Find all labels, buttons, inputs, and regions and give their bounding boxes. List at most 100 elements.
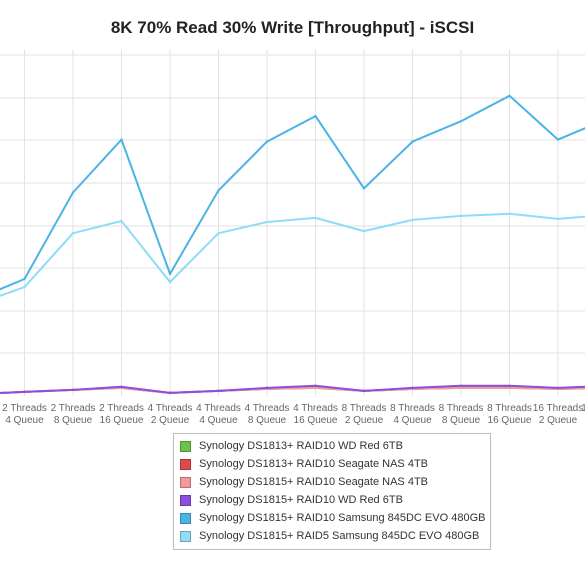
x-tick-label-line2: 8 Queue (54, 415, 93, 426)
data-point (120, 138, 123, 141)
legend-swatch (180, 440, 191, 452)
data-point (23, 277, 26, 281)
data-point (217, 231, 220, 235)
x-tick-label: 2 Threads 4 Queue (2, 403, 47, 426)
data-point (23, 285, 26, 289)
data-point (411, 386, 414, 390)
gridlines (0, 50, 585, 396)
data-point (508, 386, 511, 390)
x-tick-label-line2: 2 Queue (345, 415, 384, 426)
data-point (314, 216, 317, 220)
x-tick-label-line2: 8 Queue (442, 415, 481, 426)
legend-label: Synology DS1815+ RAID10 Samsung 845DC EV… (199, 512, 486, 524)
legend-label: Synology DS1815+ RAID10 WD Red 6TB (199, 494, 403, 506)
x-tick-label-line2: 4 Queue (393, 415, 432, 426)
x-tick-label-line1: 8 Threads (390, 403, 435, 414)
x-tick-label: 2 Threads 16 Queue (99, 403, 144, 426)
x-tick-label-line2: 2 Queue (539, 415, 578, 426)
data-point (362, 229, 366, 233)
legend-label: Synology DS1813+ RAID10 Seagate NAS 4TB (199, 458, 428, 470)
data-point (314, 114, 317, 118)
x-tick-label: 4 Threads 2 Queue (148, 403, 193, 426)
data-point (459, 386, 463, 390)
x-tick-label-line2: 4 Queue (199, 415, 238, 426)
data-point (23, 390, 26, 394)
x-tick-label-line1: 4 Threads (148, 403, 193, 414)
series-3 (0, 386, 585, 395)
series-line (0, 212, 585, 297)
x-tick-label: 4 Threads 4 Queue (196, 403, 241, 426)
x-tick-label-line1: 4 Threads (196, 403, 241, 414)
data-point (459, 120, 463, 123)
legend-item: Synology DS1813+ RAID10 Seagate NAS 4TB (174, 455, 490, 473)
data-point (217, 189, 220, 192)
data-point (362, 389, 366, 393)
data-point (265, 386, 269, 390)
data-point (362, 187, 366, 190)
x-tick-label-line1: 8 Threads (487, 403, 532, 414)
x-tick-label: 8 Threads 2 Queue (342, 403, 387, 426)
data-point (556, 217, 560, 221)
x-tick-label: 8 Threads 4 Queue (390, 403, 435, 426)
data-point (71, 388, 75, 392)
x-tick-label: 4 Threads 8 Queue (245, 403, 290, 426)
x-tick-label-line2: 16 Queue (100, 415, 144, 426)
data-point (459, 214, 463, 218)
series-line (0, 94, 585, 291)
legend-swatch (180, 530, 191, 542)
data-point (459, 384, 463, 388)
data-point (168, 280, 172, 284)
x-tick-label-line1: 16 Threads (533, 403, 583, 414)
series-4 (0, 384, 585, 395)
series-5 (0, 94, 585, 291)
legend-item: Synology DS1815+ RAID10 Seagate NAS 4TB (174, 473, 490, 491)
x-tick-label: 2 Threads 8 Queue (51, 403, 96, 426)
data-point (120, 219, 123, 223)
data-point (411, 140, 414, 143)
series-6 (0, 212, 585, 297)
legend-item: Synology DS1815+ RAID10 WD Red 6TB (174, 491, 490, 509)
data-point (314, 386, 317, 390)
data-point (556, 386, 560, 390)
data-point (314, 384, 317, 388)
legend-swatch (180, 458, 191, 470)
x-tick-label-line1: 2 Threads (2, 403, 47, 414)
x-tick-label-line2: 2 Queue (151, 415, 190, 426)
data-point (168, 272, 172, 276)
x-tick-label-line2: 16 Queue (488, 415, 532, 426)
x-tick-label-line1: 8 Threads (342, 403, 387, 414)
legend-label: Synology DS1815+ RAID5 Samsung 845DC EVO… (199, 530, 480, 542)
legend-swatch (180, 476, 191, 488)
series-lines (0, 94, 585, 395)
x-tick-label-line2: 4 Queue (5, 415, 44, 426)
legend-item: Synology DS1813+ RAID10 WD Red 6TB (174, 437, 490, 455)
data-point (265, 140, 269, 143)
x-tick-label: 8 Threads 16 Queue (487, 403, 532, 426)
data-point (508, 212, 511, 216)
data-point (411, 218, 414, 222)
data-point (120, 385, 123, 389)
series-line (0, 384, 585, 394)
x-tick-label-line1: 2 Threads (51, 403, 96, 414)
data-point (217, 389, 220, 393)
x-tick-label-line2: 8 Queue (248, 415, 287, 426)
x-tick-label: 16 Threads 2 Queue (533, 403, 583, 426)
x-tick-label-line2: 16 Queue (294, 415, 338, 426)
data-point (556, 138, 560, 141)
legend-swatch (180, 512, 191, 524)
data-point (508, 94, 511, 97)
x-tick-label: 8 Threads 8 Queue (439, 403, 484, 426)
data-point (508, 384, 511, 388)
data-point (71, 231, 75, 235)
legend-item: Synology DS1815+ RAID5 Samsung 845DC EVO… (174, 527, 490, 545)
x-tick-label-line1: 8 Threads (439, 403, 484, 414)
legend: Synology DS1813+ RAID10 WD Red 6TB Synolo… (173, 433, 491, 550)
x-tick-label-line1: 4 Threads (293, 403, 338, 414)
data-point (71, 191, 75, 194)
legend-label: Synology DS1813+ RAID10 WD Red 6TB (199, 440, 403, 452)
legend-label: Synology DS1815+ RAID10 Seagate NAS 4TB (199, 476, 428, 488)
data-point (168, 391, 172, 395)
